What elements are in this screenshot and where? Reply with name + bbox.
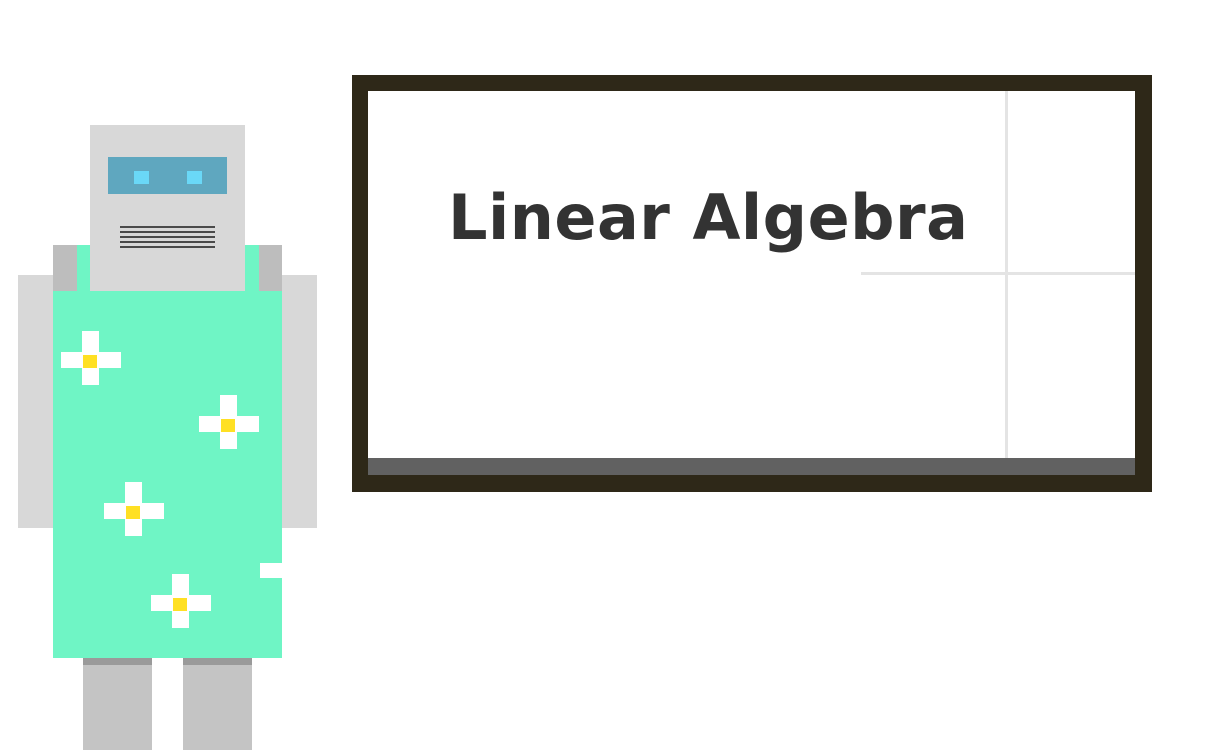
robot-left-arm — [18, 275, 54, 528]
whiteboard: Linear Algebra — [352, 75, 1152, 492]
lesson-title: Linear Algebra — [448, 181, 969, 254]
whiteboard-tray — [368, 458, 1135, 475]
robot-left-leg — [83, 658, 152, 750]
dress-strap-left — [77, 245, 90, 291]
robot-right-arm — [280, 275, 317, 528]
robot-right-shoulder — [259, 245, 282, 291]
robot-visor — [108, 157, 227, 194]
flower-icon — [151, 574, 211, 628]
robot-right-leg-joint — [183, 658, 252, 665]
flower-icon — [61, 331, 121, 385]
robot-character — [0, 0, 340, 750]
grid-line-horizontal — [861, 272, 1135, 275]
flower-icon — [199, 395, 259, 449]
robot-right-eye — [187, 171, 202, 184]
flower-icon — [260, 563, 282, 578]
robot-left-leg-joint — [83, 658, 152, 665]
robot-mouth-grill — [120, 226, 215, 251]
robot-right-leg — [183, 658, 252, 750]
whiteboard-surface: Linear Algebra — [368, 91, 1135, 458]
robot-left-eye — [134, 171, 149, 184]
dress-strap-right — [245, 245, 259, 291]
robot-left-shoulder — [53, 245, 77, 291]
flower-icon — [104, 482, 164, 536]
robot-head — [90, 125, 245, 292]
